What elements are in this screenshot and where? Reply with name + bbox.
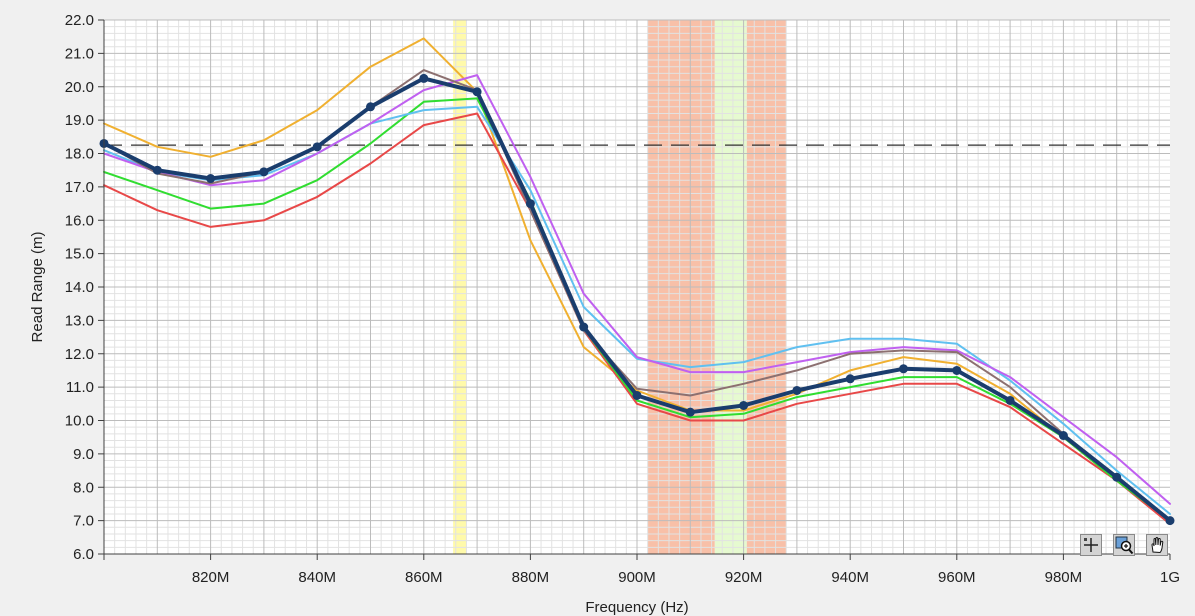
x-tick-label: 880M [512,569,550,586]
y-tick-label: 18.0 [65,146,94,163]
series-line-0 [103,37,1171,522]
series-6-point-9 [579,322,589,332]
axis-ticks: 6.0 7.0 8.0 9.0 10.0 11.0 12.0 13.0 14.0 15.0 16.0… [65,12,1180,586]
series-6-point-6 [419,73,429,83]
series-line-4 [103,74,1171,505]
series-line-2 [103,97,1171,522]
x-tick-label: 860M [405,569,443,586]
x-tick-label: 820M [192,569,230,586]
x-tick-label: 920M [725,569,763,586]
series-6-point-5 [366,102,375,112]
series-markers [99,73,1175,526]
series-6-point-17 [1005,395,1015,405]
y-tick-label: 20.0 [65,79,94,96]
series-6-point-1 [152,165,162,175]
series-6-point-4 [312,142,322,152]
series-6-point-12 [739,400,749,410]
y-tick-label: 10.0 [65,413,94,430]
x-axis-title: Frequency (Hz) [585,599,688,616]
y-tick-label: 21.0 [65,45,94,62]
x-tick-label: 960M [938,569,976,586]
y-tick-label: 12.0 [65,346,94,363]
cursor-tool-button[interactable] [1080,534,1102,556]
x-tick-label: 900M [618,569,656,586]
y-tick-label: 14.0 [65,279,94,296]
x-tick-label: 980M [1045,569,1083,586]
series-6-point-20 [1165,516,1175,526]
y-tick-label: 7.0 [73,513,94,530]
x-tick-label: 1G [1160,569,1180,586]
y-tick-label: 16.0 [65,212,94,229]
series-6-point-18 [1058,431,1068,441]
y-tick-label: 9.0 [73,446,94,463]
zoom-tool-button[interactable] [1113,534,1135,556]
series-6-point-8 [525,199,535,209]
series-6-point-11 [685,407,695,417]
series-6-point-14 [845,374,855,384]
pan-tool-button[interactable] [1146,534,1168,556]
major-grid [104,19,1170,554]
series-6-point-7 [472,87,482,97]
series-6-point-15 [899,364,908,374]
y-tick-label: 11.0 [66,379,94,396]
series-6-point-13 [792,385,802,395]
crosshair-icon [1084,538,1098,552]
series-6-point-19 [1112,472,1122,482]
x-tick-label: 840M [298,569,336,586]
x-tick-label: 940M [831,569,869,586]
hand-icon [1151,537,1164,554]
y-tick-label: 6.0 [73,546,94,563]
y-tick-label: 13.0 [65,312,94,329]
series-6-point-3 [259,167,269,177]
zoom-icon [1115,536,1134,555]
y-tick-label: 15.0 [65,246,94,263]
series-line-1 [103,112,1171,525]
y-tick-label: 22.0 [65,12,94,29]
y-tick-label: 8.0 [73,479,94,496]
y-axis-title: Read Range (m) [29,232,46,343]
series-6-point-16 [952,365,962,375]
y-tick-label: 19.0 [65,112,94,129]
series-6-point-2 [206,174,216,184]
y-tick-label: 17.0 [65,179,94,196]
series-6-point-10 [632,390,642,400]
